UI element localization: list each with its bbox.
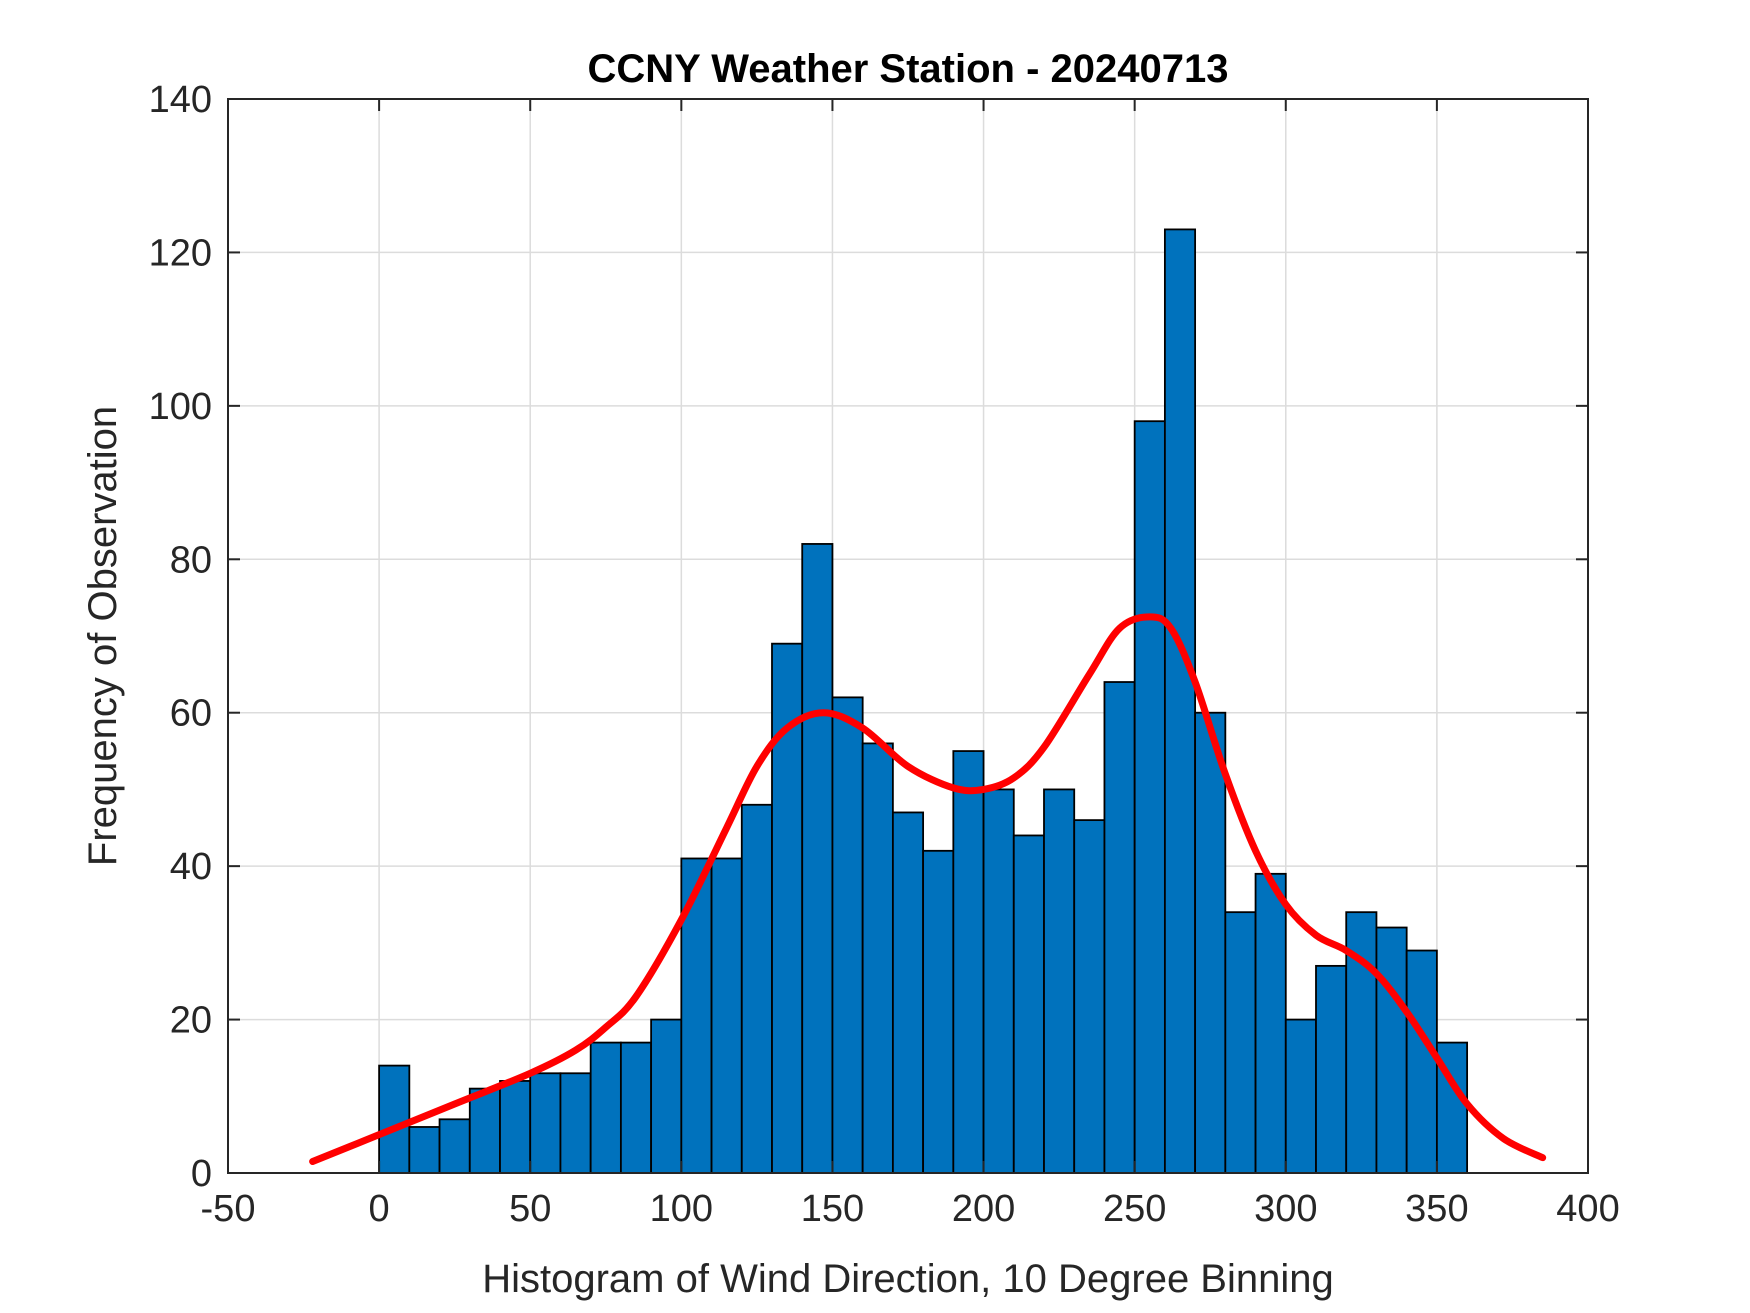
x-tick-label: 50 [509,1188,551,1230]
x-tick-label: 300 [1254,1188,1317,1230]
histogram-bar [710,857,743,1174]
x-tick-label: 250 [1103,1188,1166,1230]
histogram-bar [1315,964,1348,1174]
histogram-bar [650,1018,683,1174]
histogram-bar [740,803,773,1174]
y-tick-label: 100 [149,386,212,428]
histogram-bar [1103,681,1136,1174]
histogram-bar [891,811,925,1174]
histogram-bar [1375,926,1408,1174]
histogram-bar [831,696,864,1174]
histogram-bar [1012,834,1045,1174]
histogram-bar [1163,228,1197,1174]
histogram-bar [1254,872,1287,1174]
histogram-bar [982,788,1015,1174]
histogram-bar [589,1041,622,1174]
chart-title: CCNY Weather Station - 20240713 [588,47,1229,91]
x-axis-label: Histogram of Wind Direction, 10 Degree B… [482,1257,1334,1301]
y-tick-label: 140 [149,79,212,121]
histogram-bar [1133,420,1166,1174]
histogram-bar [499,1080,532,1174]
histogram-bar [619,1041,653,1174]
y-tick-label: 60 [170,693,212,735]
y-axis-ticks: 0 20 40 60 80 100 120 140 [149,79,1588,1195]
histogram-bar [1073,819,1106,1174]
axes-frame [227,98,1589,1174]
histogram-bar [559,1072,592,1174]
histogram-bar [378,1064,411,1174]
x-tick-label: -50 [201,1188,256,1230]
histogram-bar [1224,911,1257,1174]
histogram-bar [801,543,834,1174]
histogram-bar [1284,1018,1317,1174]
histogram-bar [408,1126,441,1174]
histogram-bar [468,1087,501,1174]
x-tick-label: 200 [952,1188,1015,1230]
fit-curve-line [309,613,1547,1165]
histogram-bar [1194,711,1227,1174]
histogram-bar [922,849,955,1174]
histogram-bar [1043,788,1076,1174]
y-axis-label: Frequency of Observation [81,406,125,866]
x-tick-label: 0 [369,1188,390,1230]
y-tick-label: 80 [170,539,212,581]
x-tick-label: 150 [801,1188,864,1230]
histogram-bar [438,1118,471,1174]
y-tick-label: 120 [149,232,212,274]
x-tick-label: 350 [1405,1188,1468,1230]
y-tick-label: 0 [191,1153,212,1195]
histogram-bar [861,742,894,1174]
histogram-bar [529,1072,562,1174]
x-tick-label: 100 [650,1188,713,1230]
x-axis-ticks: -50 0 50 100 150 200 250 300 350 400 [201,99,1620,1230]
y-tick-label: 20 [170,1000,212,1042]
x-tick-label: 400 [1556,1188,1619,1230]
y-tick-label: 40 [170,846,212,888]
histogram-bar [1405,949,1438,1174]
histogram-bar [952,750,985,1174]
